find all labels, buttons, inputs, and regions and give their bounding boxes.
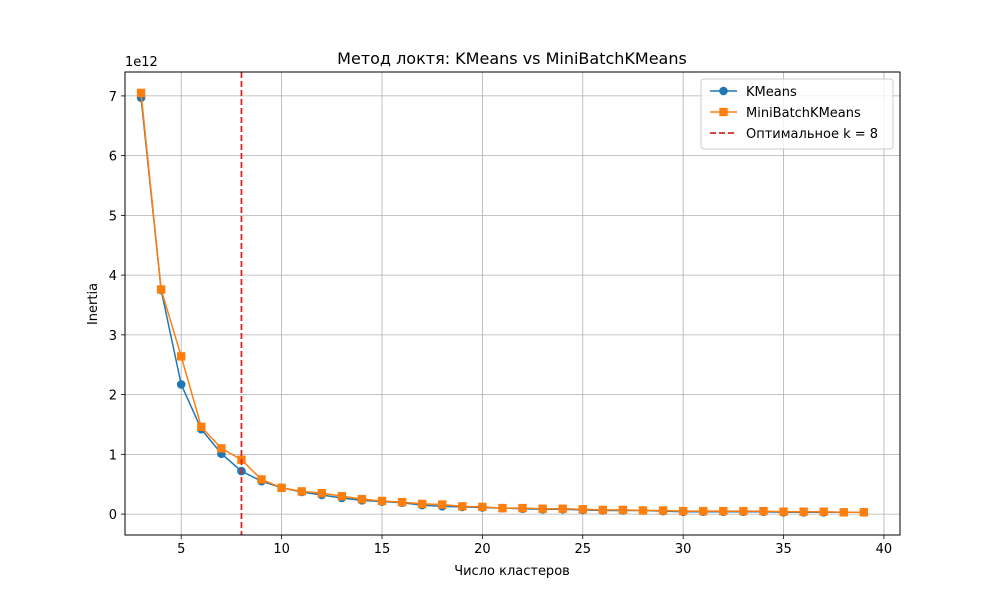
data-point-minibatch bbox=[177, 352, 186, 361]
x-tick-label: 30 bbox=[675, 542, 692, 557]
data-point-minibatch bbox=[678, 506, 688, 516]
data-point-minibatch bbox=[197, 422, 206, 432]
data-point-minibatch bbox=[156, 285, 166, 294]
data-point-minibatch bbox=[598, 505, 608, 515]
x-tick-label: 15 bbox=[374, 542, 391, 557]
y-tick-label: 6 bbox=[109, 150, 117, 165]
y-tick-label: 0 bbox=[109, 508, 117, 523]
data-point-minibatch bbox=[759, 506, 768, 516]
x-tick-label: 40 bbox=[876, 542, 893, 557]
legend-label: KMeans bbox=[746, 85, 797, 100]
y-tick-label: 5 bbox=[109, 209, 117, 224]
data-point-minibatch bbox=[337, 491, 347, 501]
plot-frame bbox=[124, 71, 901, 536]
y-tick-label: 4 bbox=[109, 269, 117, 284]
data-point-minibatch bbox=[357, 494, 367, 504]
data-point-minibatch bbox=[779, 507, 788, 516]
data-point-minibatch bbox=[297, 487, 306, 496]
y-tick-label: 3 bbox=[109, 329, 117, 344]
legend-marker-circle bbox=[719, 86, 728, 96]
data-point-minibatch bbox=[719, 506, 728, 516]
axes bbox=[124, 71, 901, 536]
data-point-minibatch bbox=[859, 508, 869, 517]
data-point-kmeans bbox=[176, 380, 186, 389]
data-point-minibatch bbox=[739, 506, 748, 516]
data-point-minibatch bbox=[578, 505, 587, 514]
data-point-minibatch bbox=[277, 483, 286, 493]
data-point-minibatch bbox=[317, 488, 326, 498]
data-point-minibatch bbox=[658, 506, 668, 515]
tick-labels: 5 10 15 20 25 30 35 40 0 1 2 3 4 5 6 7 bbox=[109, 90, 892, 557]
data-point-minibatch bbox=[558, 504, 567, 513]
x-tick-label: 5 bbox=[177, 542, 185, 557]
data-point-minibatch bbox=[699, 506, 708, 516]
x-tick-label: 25 bbox=[574, 542, 591, 557]
data-point-minibatch bbox=[377, 496, 387, 506]
data-point-minibatch bbox=[538, 504, 547, 513]
data-point-minibatch bbox=[618, 505, 628, 515]
x-tick-label: 10 bbox=[273, 542, 290, 557]
x-axis-label: Число кластеров bbox=[454, 564, 570, 579]
x-tick-label: 20 bbox=[474, 542, 491, 557]
data-point-minibatch bbox=[498, 503, 507, 513]
legend-marker-square bbox=[719, 107, 728, 117]
data-point-minibatch bbox=[417, 499, 427, 509]
series-line-0 bbox=[140, 97, 864, 514]
data-point-minibatch bbox=[518, 503, 527, 513]
data-point-minibatch bbox=[217, 444, 226, 453]
data-point-minibatch bbox=[839, 508, 848, 517]
data-point-minibatch bbox=[819, 507, 828, 516]
legend-box bbox=[700, 78, 894, 150]
legend-label: MiniBatchKMeans bbox=[746, 106, 861, 121]
y-tick-label: 1 bbox=[109, 448, 117, 463]
legend: KMeans MiniBatchKMeans Оптимальное k = 8 bbox=[700, 78, 894, 150]
data-point-minibatch bbox=[397, 497, 407, 507]
chart-title: Метод локтя: KMeans vs MiniBatchKMeans bbox=[337, 49, 687, 68]
x-tick-label: 35 bbox=[775, 542, 792, 557]
data-point-minibatch bbox=[257, 475, 266, 484]
data-point-minibatch bbox=[478, 502, 487, 512]
y-tick-label: 7 bbox=[109, 90, 117, 105]
y-scale-label: 1e12 bbox=[125, 55, 158, 70]
data-point-minibatch bbox=[438, 500, 447, 509]
data-point-minibatch bbox=[136, 88, 146, 98]
plot-series bbox=[136, 72, 869, 535]
grid bbox=[125, 72, 900, 535]
data-point-minibatch bbox=[799, 507, 808, 516]
legend-label: Оптимальное k = 8 bbox=[746, 127, 878, 142]
data-point-minibatch bbox=[638, 506, 648, 515]
y-axis-label: Inertia bbox=[86, 283, 101, 325]
data-point-minibatch bbox=[458, 502, 467, 511]
y-tick-label: 2 bbox=[109, 389, 117, 404]
